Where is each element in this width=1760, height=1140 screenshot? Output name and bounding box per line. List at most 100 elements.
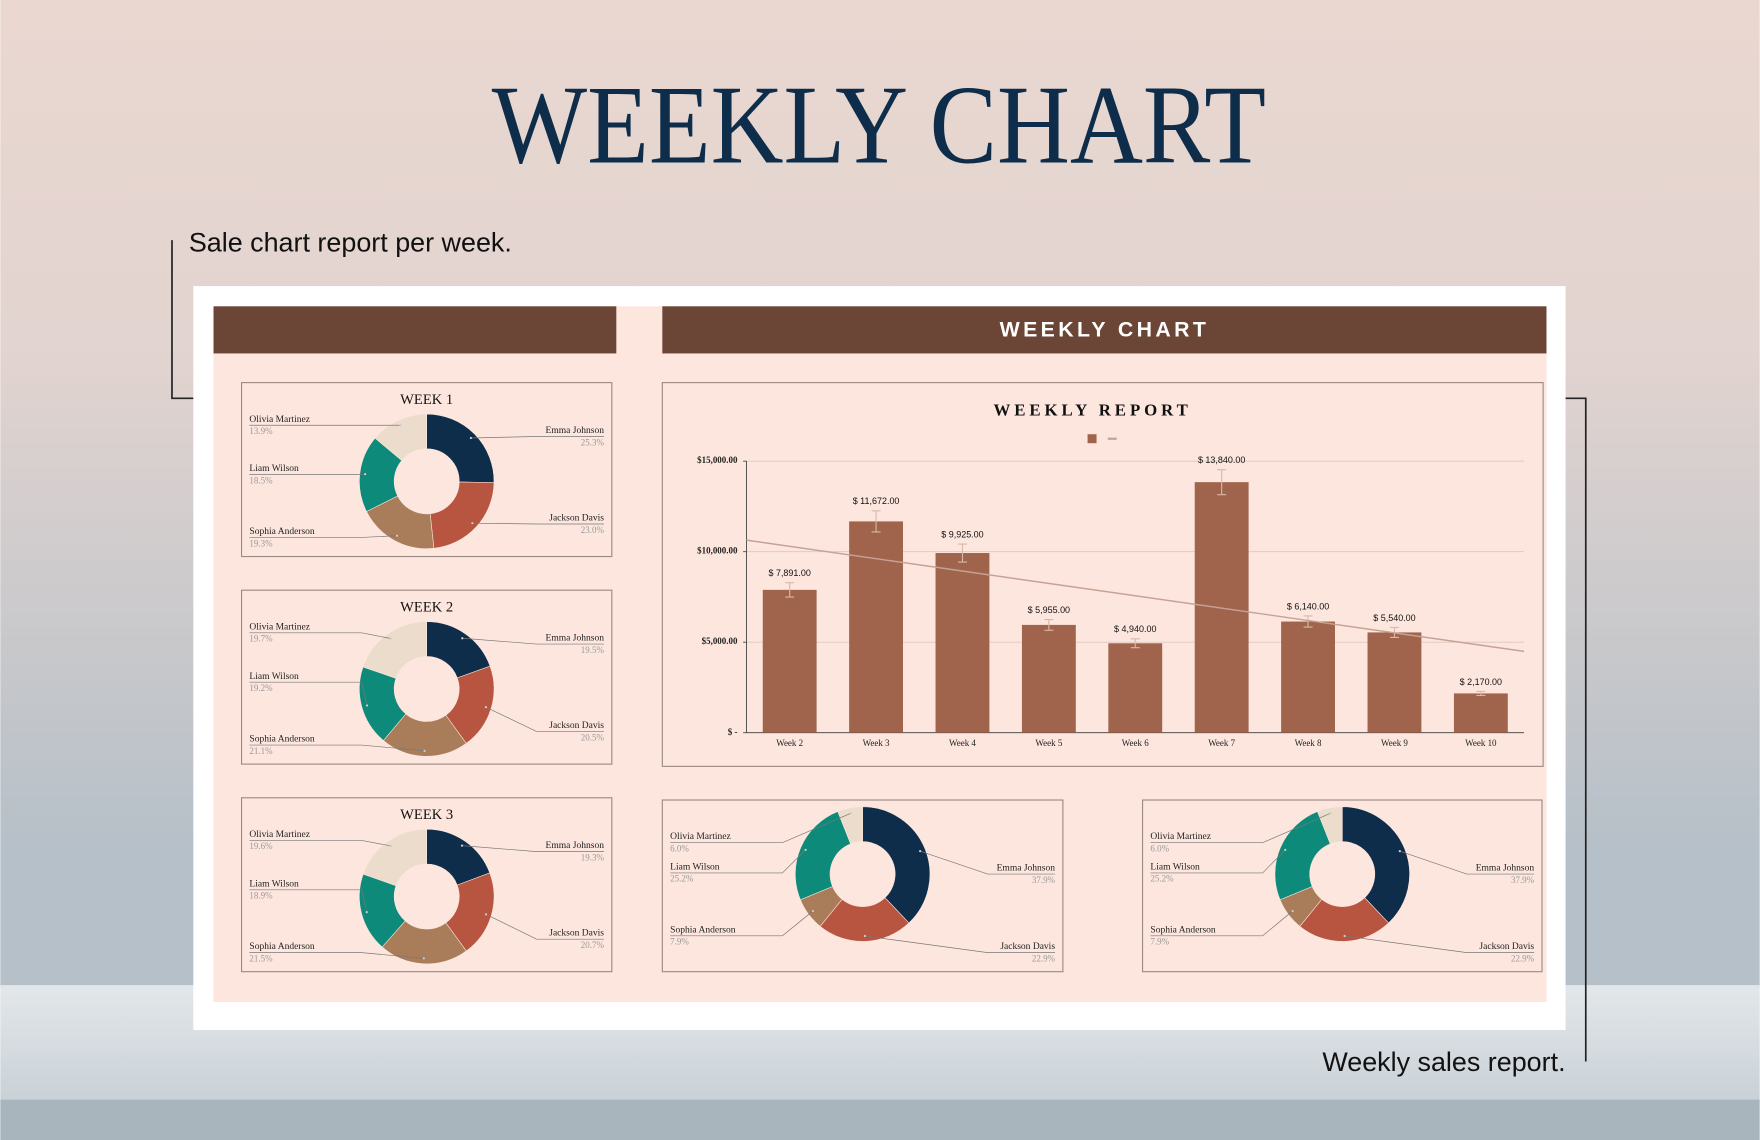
leader-line [864, 935, 1056, 953]
leader-dot [804, 848, 807, 852]
donut-slice [362, 621, 427, 679]
legend-swatch [1087, 434, 1097, 444]
x-tick-label: Week 5 [1035, 738, 1062, 748]
leader-line [461, 845, 604, 852]
value-label: 37.9% [1511, 875, 1535, 885]
y-tick-label: $15,000.00 [697, 455, 738, 465]
donut-slice [795, 811, 851, 901]
bar [1021, 624, 1076, 733]
value-label: 19.3% [249, 538, 273, 548]
value-label: 22.9% [1032, 953, 1056, 963]
leader-line [249, 744, 425, 752]
error-bar [785, 582, 795, 598]
leader-dot [365, 704, 369, 707]
value-label: $ 6,140.00 [1287, 601, 1329, 611]
value-label: 6.0% [670, 843, 689, 853]
legend-label: Sophia Anderson [249, 942, 315, 952]
donut-slice [362, 828, 427, 887]
x-tick-label: Week 2 [776, 738, 803, 748]
value-label: 20.5% [581, 732, 605, 742]
legend-label: Jackson Davis [549, 721, 604, 731]
legend-label: Olivia Martinez [249, 830, 310, 840]
legend-label: Liam Wilson [249, 464, 299, 474]
leader-line [249, 952, 424, 959]
leader-dot [919, 850, 922, 853]
leader-dot [389, 844, 393, 848]
y-tick-label: $10,000.00 [697, 546, 738, 556]
error-bar [871, 510, 881, 533]
legend-label: Jackson Davis [549, 514, 604, 524]
value-label: 19.3% [581, 852, 605, 862]
value-label: 19.6% [249, 841, 273, 851]
value-label: $ 13,840.00 [1198, 455, 1245, 465]
leader-line [249, 840, 391, 847]
bar [849, 521, 904, 733]
chart-frame [240, 382, 613, 558]
donut-slice [426, 413, 495, 483]
leader-dot [863, 934, 867, 938]
bracket [171, 240, 204, 400]
floor-edge [0, 1099, 1760, 1140]
leader-line [1150, 812, 1331, 843]
x-tick-label: Week 4 [949, 738, 976, 748]
leader-line [249, 632, 391, 639]
leader-line [1344, 935, 1535, 953]
error-bar [957, 543, 967, 563]
leader-dot [1291, 909, 1294, 913]
value-label: 19.2% [249, 683, 273, 693]
caption: Weekly sales report. [1322, 1047, 1565, 1077]
leader-line [1150, 910, 1293, 937]
x-tick-label: Week 10 [1465, 738, 1497, 748]
bar [935, 553, 990, 733]
leader-dot [484, 706, 488, 709]
leader-dot [422, 957, 425, 960]
legend-label: Emma Johnson [1476, 864, 1535, 874]
value-label: 19.7% [249, 634, 273, 644]
value-label: $ 4,940.00 [1114, 624, 1156, 634]
chart-frame [661, 382, 1544, 767]
page-title: WEEKLY CHART [492, 64, 1266, 188]
chart-title: WEEK 3 [400, 807, 453, 823]
value-label: 7.9% [1150, 937, 1169, 947]
bar [1281, 621, 1335, 733]
leader-dot [484, 913, 488, 916]
value-label: 21.1% [249, 746, 273, 756]
value-label: 21.5% [249, 953, 273, 963]
leader-line [670, 812, 852, 843]
legend-label: Jackson Davis [1000, 942, 1055, 952]
donut-slice [1299, 897, 1389, 942]
value-label: 20.7% [581, 940, 605, 950]
leader-dot [461, 637, 464, 640]
value-label: $ 7,891.00 [768, 568, 810, 578]
value-label: 6.0% [1150, 843, 1169, 853]
value-label: 22.9% [1511, 953, 1535, 963]
leader-dot [399, 424, 402, 427]
legend-label: Olivia Martinez [1150, 832, 1211, 842]
chart-title: WEEK 2 [400, 599, 453, 615]
legend-label: Olivia Martinez [670, 832, 731, 842]
value-label: 25.3% [581, 437, 605, 447]
leader-line [249, 681, 368, 706]
leader-line [249, 889, 368, 913]
leader-dot [365, 910, 368, 914]
leader-line [249, 535, 398, 538]
caption: Sale chart report per week. [189, 228, 512, 258]
value-label: $ 11,672.00 [853, 496, 900, 506]
value-label: 25.2% [1150, 874, 1174, 884]
error-bar [1217, 469, 1227, 496]
leader-line [472, 522, 604, 525]
leader-line [485, 706, 604, 732]
trendline [746, 539, 1525, 653]
donut-slice [819, 897, 910, 942]
error-bar [1130, 638, 1140, 649]
legend-label: Emma Johnson [546, 426, 605, 436]
error-bar [1303, 615, 1313, 628]
legend-label: Olivia Martinez [249, 622, 310, 632]
legend-label: Sophia Anderson [249, 735, 315, 745]
leader-line [462, 637, 604, 645]
legend-label: Liam Wilson [249, 879, 299, 889]
value-label: 37.9% [1032, 875, 1056, 885]
donut-slice [374, 413, 427, 461]
chart-title: WEEKLY REPORT [993, 401, 1191, 420]
value-label: $ 9,925.00 [941, 529, 983, 539]
